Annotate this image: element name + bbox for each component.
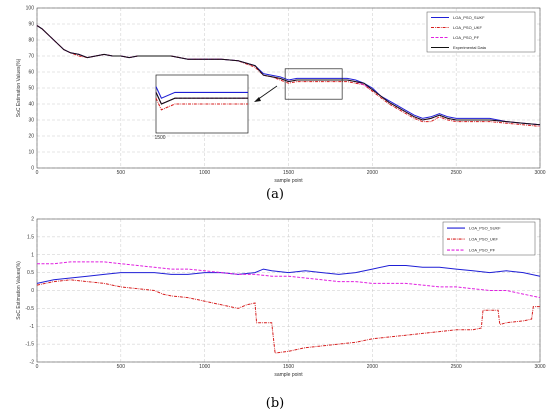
panel-b-xtick-label: 0	[36, 364, 39, 370]
panel-a-ytick-label: 60	[28, 70, 34, 76]
panel-a-callout-arrow	[256, 85, 278, 101]
panel-b-xtick-label: 1000	[199, 364, 210, 370]
panel-a-ytick-label: 0	[31, 166, 34, 172]
panel-a-inset-series-2	[155, 97, 248, 111]
panel-b-xtick-label: 1500	[283, 364, 294, 370]
panel-a-legend-label: LOA_PSO_PF	[453, 35, 480, 40]
panel-a-xtick-label: 3000	[534, 170, 545, 176]
panel-a-inset-tick-label: 1500	[154, 135, 165, 141]
panel-b-ytick-label: 1.5	[27, 234, 34, 240]
panel-a-legend-label: LOA_PSO_UKF	[453, 25, 482, 30]
panel-a-xtick-label: 2000	[367, 170, 378, 176]
panel-a-axes-frame	[36, 7, 541, 169]
panel-a-caption: (a)	[266, 187, 284, 202]
panel-a-ytick-label: 40	[28, 102, 34, 108]
panel-b-xtick-label: 3000	[534, 364, 545, 370]
panel-a-ytick-label: 100	[26, 6, 35, 12]
panel-a-ytick-label: 30	[28, 118, 34, 124]
panel-b-chart: -2 -1.5 -1 -0.5 0 0.5 1 1.5 2 0 500 1000 1500 2000 250…	[16, 217, 546, 411]
panel-a-xtick-label: 0	[36, 170, 39, 176]
panel-a-ytick-label: 90	[28, 22, 34, 28]
panel-b-caption: (b)	[266, 396, 284, 411]
panel-a-ytick-label: 20	[28, 134, 34, 140]
panel-b-ytick-label: 1	[31, 252, 34, 258]
panel-b-ytick-label: -0.5	[25, 306, 34, 312]
panel-a-series-line-4	[36, 25, 541, 126]
panel-a-ytick-label: 50	[28, 86, 34, 92]
panel-b-xaxis-label: sample point	[274, 372, 303, 378]
panel-b-ytick-label: -1	[30, 324, 35, 330]
panel-b-ytick-label: 2	[31, 217, 34, 223]
panel-b-yaxis-label: SoC Estimation Values(%)	[16, 261, 22, 320]
panel-a-xaxis-label: sample point	[274, 178, 303, 184]
panel-b-legend-label: LOA_PSO_PF	[469, 247, 496, 252]
panel-a-ytick-label: 70	[28, 54, 34, 60]
panel-b-legend-label: LOA_PSO_UKF	[469, 236, 498, 241]
panel-a-arrow-head-icon	[254, 97, 261, 102]
panel-a-xtick-label: 500	[117, 170, 126, 176]
panel-b-xtick-label: 2500	[451, 364, 462, 370]
panel-b-ytick-label: -1.5	[25, 342, 34, 348]
panel-b-xtick-label: 2000	[367, 364, 378, 370]
panel-b-series-line-3	[37, 261, 541, 299]
panel-a-legend-label: Experimental Data	[453, 45, 487, 50]
panel-b-series-line-2	[36, 279, 540, 354]
panel-a-ytick-label: 10	[28, 150, 34, 156]
panel-a-ytick-label: 80	[28, 38, 34, 44]
panel-b-ytick-label: 0	[31, 288, 34, 294]
panel-a-inset-series-1	[155, 86, 248, 99]
panel-b-xtick-label: 500	[117, 364, 126, 370]
panel-b-ytick-label: 0.5	[27, 270, 34, 276]
panel-a-xtick-label: 1000	[199, 170, 210, 176]
panel-a-inset-series-4	[155, 92, 248, 105]
panel-a-xtick-label: 2500	[451, 170, 462, 176]
panel-a-legend-box	[426, 11, 536, 53]
panel-b-axes-frame	[36, 218, 541, 363]
panel-a-xtick-label: 1500	[283, 170, 294, 176]
panel-b-legend-label: LOA_PSO_SUKF	[469, 225, 501, 230]
panel-b-ytick-label: -2	[30, 360, 35, 366]
panel-a-yaxis-label: SoC Estimation Values(%)	[16, 58, 22, 117]
panel-b-series-line-1	[36, 265, 541, 284]
panel-a-legend-label: LOA_PSO_SUKF	[453, 15, 485, 20]
panel-a-zoom-region	[284, 68, 343, 100]
